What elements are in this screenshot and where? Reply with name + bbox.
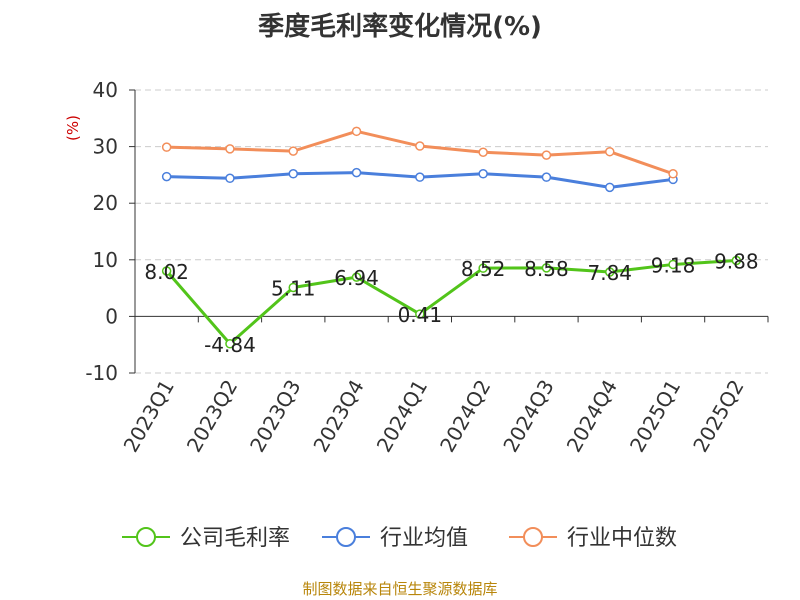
x-tick-label: 2023Q2: [182, 376, 242, 457]
data-label: -4.84: [204, 333, 256, 357]
data-labels: 8.02 -4.84 5.11 6.94 0.41 8.52 8.58 7.84 9.18 9.8…: [144, 249, 758, 356]
data-point: [541, 263, 552, 273]
y-tick-labels: -10 0 10 20 30 40: [85, 78, 118, 385]
legend-label: 行业均值: [380, 526, 468, 551]
data-label: 5.11: [271, 276, 316, 300]
data-point: [288, 169, 298, 179]
data-point: [605, 267, 615, 277]
x-tick-label: 2024Q2: [435, 376, 495, 457]
data-point: [351, 272, 362, 282]
data-point: [478, 169, 488, 179]
x-tick-label: 2024Q1: [372, 376, 432, 457]
data-point: [225, 339, 235, 349]
data-point: [731, 255, 742, 266]
data-point: [478, 147, 488, 158]
x-tick-label: 2023Q3: [245, 376, 305, 457]
data-point: [225, 173, 235, 184]
data-point: [351, 167, 362, 178]
y-tick-label: 10: [93, 248, 118, 272]
data-point: [668, 169, 678, 179]
data-label: 8.02: [144, 260, 189, 284]
x-tick-label: 2023Q1: [119, 376, 179, 457]
axes: [129, 89, 769, 374]
legend[interactable]: 公司毛利率 行业均值 行业中位数: [122, 526, 677, 551]
data-point: [541, 172, 552, 182]
legend-label: 行业中位数: [567, 526, 677, 551]
y-tick-label: 30: [93, 135, 118, 159]
y-tick-label: 0: [105, 304, 118, 328]
data-label: 6.94: [334, 266, 379, 290]
x-tick-label: 2025Q1: [625, 376, 685, 457]
y-axis-label: (%): [64, 115, 82, 141]
data-point: [605, 146, 615, 157]
data-label: 8.52: [461, 257, 506, 281]
data-point: [288, 146, 298, 156]
data-point: [415, 141, 425, 151]
legend-marker: [523, 527, 543, 547]
source-footer: 制图数据来自恒生聚源数据库: [302, 580, 498, 598]
data-point: [605, 182, 615, 193]
data-point: [161, 171, 172, 182]
data-point: [668, 259, 678, 270]
series-line: [166, 129, 674, 176]
series-lines: [161, 126, 742, 349]
grid-lines: [135, 89, 768, 374]
y-tick-label: 40: [93, 78, 118, 102]
data-point: [225, 144, 235, 154]
data-point: [288, 282, 298, 293]
data-point: [415, 309, 425, 319]
legend-label: 公司毛利率: [180, 526, 290, 551]
legend-item[interactable]: 行业中位数: [509, 526, 677, 551]
x-tick-label: 2023Q4: [308, 376, 368, 457]
data-point: [161, 266, 172, 276]
legend-marker: [336, 527, 356, 547]
series-line: [165, 258, 737, 346]
data-label: 0.41: [398, 303, 443, 327]
data-label: 9.88: [714, 249, 759, 273]
data-label: 8.58: [524, 257, 569, 281]
legend-item[interactable]: 公司毛利率: [122, 526, 290, 551]
x-tick-label: 2025Q2: [688, 376, 748, 457]
data-point: [161, 142, 172, 152]
y-tick-label: -10: [85, 361, 118, 385]
legend-item[interactable]: 行业均值: [322, 526, 468, 551]
data-label: 7.84: [587, 261, 632, 285]
data-point: [351, 126, 362, 137]
x-tick-labels: 2023Q1 2023Q2 2023Q3 2023Q4 2024Q1 2024Q2 2024…: [119, 376, 749, 457]
data-point: [415, 172, 425, 182]
data-point: [541, 150, 552, 160]
chart-title: 季度毛利率变化情况(%): [258, 12, 542, 42]
x-tick-label: 2024Q3: [498, 376, 558, 457]
legend-marker: [136, 527, 156, 547]
y-tick-label: 20: [93, 191, 118, 215]
data-point: [478, 263, 488, 273]
x-tick-label: 2024Q4: [562, 376, 622, 457]
data-label: 9.18: [651, 253, 696, 277]
